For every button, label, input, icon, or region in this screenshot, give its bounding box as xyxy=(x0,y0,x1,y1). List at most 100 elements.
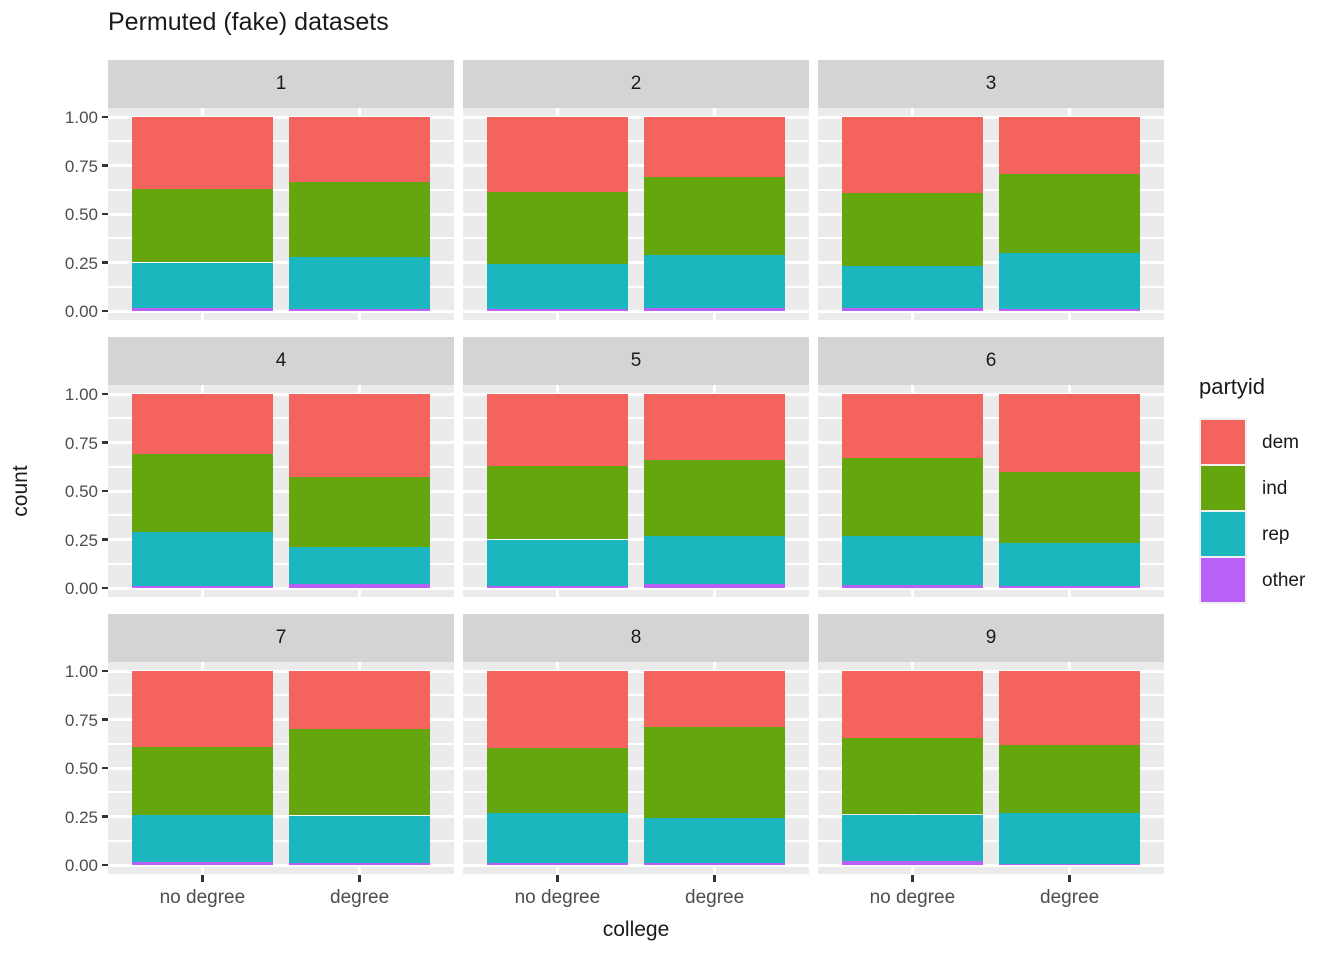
minor-gridline xyxy=(463,285,809,288)
minor-gridline xyxy=(818,188,1164,191)
bar-segment-rep xyxy=(643,254,786,309)
bar xyxy=(841,117,984,311)
minor-gridline xyxy=(818,417,1164,420)
minor-gridline xyxy=(463,694,809,697)
y-tick-label: 0.00 xyxy=(64,579,98,598)
facet-strip: 4 xyxy=(108,337,454,385)
bar-segment-rep xyxy=(131,814,274,863)
bar-segment-dem xyxy=(288,394,431,478)
bar xyxy=(841,671,984,865)
x-tick-label: degree xyxy=(1040,887,1100,908)
facet-panel xyxy=(818,385,1164,597)
facet-strip-label: 9 xyxy=(985,627,997,648)
facet-panel xyxy=(108,385,454,597)
bar xyxy=(486,117,629,311)
bar-segment-ind xyxy=(643,177,786,255)
y-tick-mark xyxy=(102,164,108,167)
minor-gridline xyxy=(818,140,1164,143)
bar-segment-dem xyxy=(486,117,629,192)
bar xyxy=(643,394,786,588)
facet-strip: 6 xyxy=(818,337,1164,385)
bar xyxy=(131,394,274,588)
major-gridline xyxy=(463,669,809,673)
y-tick-label: 0.50 xyxy=(64,205,98,224)
bar-segment-ind xyxy=(486,465,629,540)
bar-segment-dem xyxy=(841,671,984,738)
major-gridline xyxy=(108,261,454,264)
major-gridline xyxy=(463,164,809,167)
bar xyxy=(643,117,786,311)
bar xyxy=(998,394,1141,588)
bar-segment-other xyxy=(643,584,786,588)
major-gridline xyxy=(108,538,454,541)
y-tick-label: 0.50 xyxy=(64,482,98,501)
minor-gridline xyxy=(818,742,1164,745)
bar-segment-other xyxy=(841,861,984,865)
minor-gridline xyxy=(463,140,809,143)
plot-title: Permuted (fake) datasets xyxy=(108,8,389,36)
y-tick-mark xyxy=(102,309,108,313)
bar-segment-other xyxy=(288,584,431,588)
major-gridline xyxy=(463,261,809,264)
bar-segment-rep xyxy=(841,814,984,862)
x-tick-mark xyxy=(201,875,204,882)
x-tick-label: no degree xyxy=(869,887,956,908)
bar-segment-dem xyxy=(998,394,1141,472)
minor-gridline xyxy=(463,237,809,240)
bar-segment-dem xyxy=(841,117,984,193)
facet-strip: 5 xyxy=(463,337,809,385)
bar-segment-other xyxy=(288,863,431,865)
minor-gridline xyxy=(463,465,809,468)
legend-label-rep: rep xyxy=(1262,524,1290,545)
y-tick-mark xyxy=(102,815,108,818)
bar-segment-rep xyxy=(643,818,786,863)
major-gridline xyxy=(108,212,454,216)
bar-segment-other xyxy=(131,586,274,588)
major-gridline xyxy=(818,261,1164,264)
bar-segment-rep xyxy=(841,266,984,309)
bar-segment-other xyxy=(643,863,786,865)
y-tick-label: 0.25 xyxy=(64,253,98,273)
bar-segment-ind xyxy=(288,182,431,257)
bar-segment-rep xyxy=(486,539,629,587)
major-gridline xyxy=(463,538,809,541)
bar xyxy=(131,671,274,865)
y-tick-mark xyxy=(102,441,108,444)
minor-gridline xyxy=(108,285,454,288)
bar-segment-other xyxy=(486,863,629,865)
bar-segment-other xyxy=(131,862,274,865)
facet-strip: 7 xyxy=(108,614,454,662)
major-gridline xyxy=(108,115,454,119)
facet-panel xyxy=(818,108,1164,320)
major-gridline xyxy=(818,538,1164,541)
bar-segment-dem xyxy=(643,671,786,728)
bar xyxy=(288,394,431,588)
major-gridline xyxy=(108,718,454,721)
y-tick-mark xyxy=(102,489,108,493)
y-tick-label: 0.25 xyxy=(64,807,98,827)
major-gridline xyxy=(463,212,809,216)
y-tick-label: 1.00 xyxy=(64,385,98,404)
major-gridline xyxy=(818,392,1164,396)
facet-strip-label: 7 xyxy=(275,627,287,648)
major-gridline xyxy=(108,489,454,493)
y-axis-title: count xyxy=(9,465,32,517)
y-tick-mark xyxy=(102,538,108,541)
major-gridline xyxy=(818,718,1164,721)
bar-segment-other xyxy=(643,308,786,311)
bar-segment-ind xyxy=(643,727,786,819)
y-tick-mark xyxy=(102,586,108,590)
bar-segment-ind xyxy=(998,471,1141,544)
bar-segment-rep xyxy=(288,547,431,585)
bar-segment-rep xyxy=(841,535,984,586)
x-tick-label: no degree xyxy=(159,887,246,908)
facet-panel xyxy=(463,385,809,597)
bar-segment-dem xyxy=(643,394,786,460)
y-tick-label: 0.50 xyxy=(64,759,98,778)
y-tick-mark xyxy=(102,212,108,216)
bar-segment-rep xyxy=(998,252,1141,310)
major-gridline xyxy=(818,164,1164,167)
bar-segment-other xyxy=(486,586,629,588)
minor-gridline xyxy=(108,514,454,517)
x-tick-label: degree xyxy=(330,887,390,908)
